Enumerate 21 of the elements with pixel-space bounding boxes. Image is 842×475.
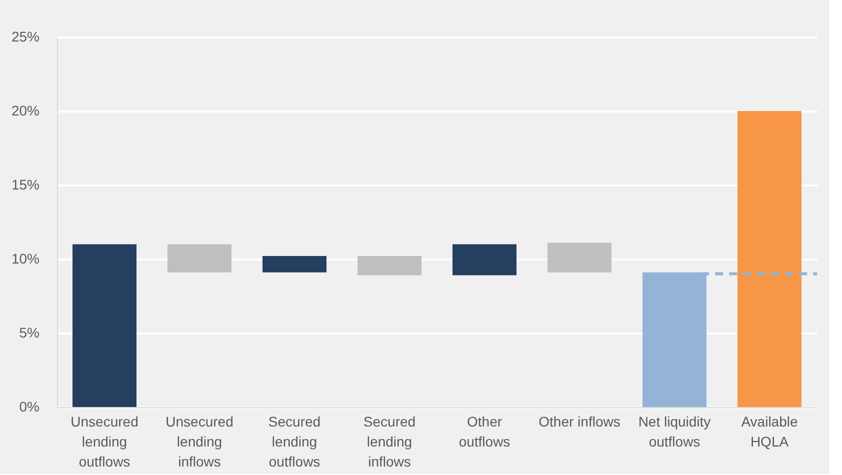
bar [452,244,516,276]
y-tick-label: 10% [11,250,40,266]
bar [358,256,422,276]
x-tick-label: Available HQLA [741,414,798,450]
y-tick-label: 20% [11,102,40,118]
bar [72,244,136,407]
x-tick-label: Secured lending inflows [363,414,416,470]
x-tick-label: Unsecured lending inflows [166,414,234,470]
x-tick-label: Unsecured lending outflows [70,414,138,470]
x-tick-label: Net liquidity outflows [638,414,711,450]
y-tick-label: 0% [19,398,40,414]
bar [548,242,612,272]
bar [262,256,326,272]
y-tick-label: 5% [19,324,40,340]
bar [168,244,232,272]
x-tick-label: Other outflows [458,414,510,450]
x-tick-label: Other inflows [538,414,620,430]
y-tick-label: 25% [11,28,40,44]
y-tick-label: 15% [11,176,40,192]
bar [738,111,802,407]
x-tick-label: Secured lending outflows [268,414,321,470]
